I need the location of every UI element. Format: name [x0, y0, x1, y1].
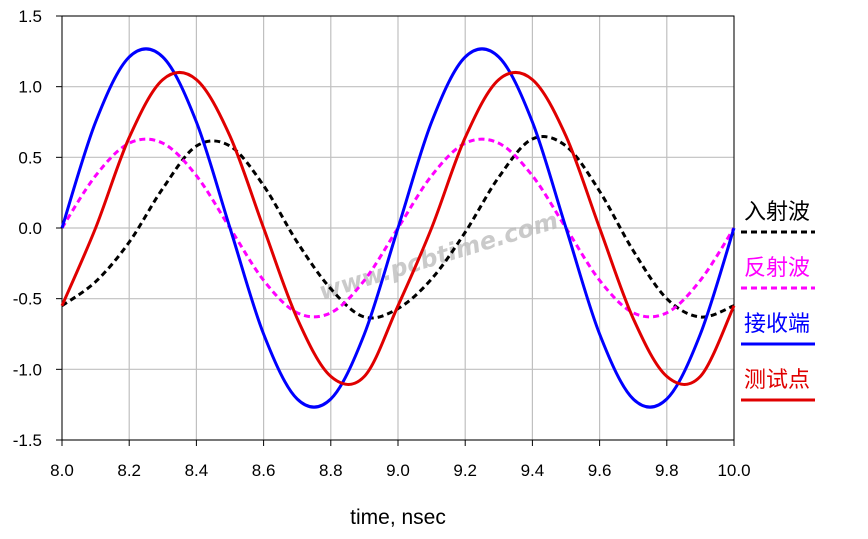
- series-line: [60, 47, 736, 409]
- y-tick-label: 0.0: [18, 219, 42, 238]
- y-tick-label: 1.0: [18, 78, 42, 97]
- y-tick-label: 0.5: [18, 148, 42, 167]
- x-tick-label: 10.0: [717, 461, 750, 480]
- y-tick-label: -1.0: [13, 360, 42, 379]
- x-tick-label: 9.2: [453, 461, 477, 480]
- watermark: www.pcbtime.com: [316, 206, 562, 305]
- x-tick-label: 9.4: [521, 461, 545, 480]
- legend-label: 入射波: [744, 200, 810, 225]
- x-axis-ticks: 8.0 8.2 8.4 8.6 8.8 9.0 9.2 9.4 9.6 9.8 10.0: [50, 440, 751, 480]
- y-tick-label: -1.5: [13, 431, 42, 450]
- legend-label: 反射波: [744, 256, 810, 281]
- x-tick-label: 9.6: [588, 461, 612, 480]
- series-line: [60, 137, 736, 319]
- x-tick-label: 9.0: [386, 461, 410, 480]
- x-axis-label: time, nsec: [350, 506, 446, 529]
- x-tick-label: 8.2: [117, 461, 141, 480]
- y-tick-label: -0.5: [13, 290, 42, 309]
- series-layer: [60, 47, 736, 409]
- x-tick-label: 8.0: [50, 461, 74, 480]
- legend-label: 接收端: [744, 312, 810, 337]
- x-tick-label: 8.4: [185, 461, 209, 480]
- series-line: [60, 70, 736, 386]
- x-tick-label: 9.8: [655, 461, 679, 480]
- legend-label: 测试点: [744, 368, 810, 393]
- x-tick-label: 8.6: [252, 461, 276, 480]
- y-axis-ticks: -1.5 -1.0 -0.5 0.0 0.5 1.0 1.5: [13, 7, 62, 450]
- y-tick-label: 1.5: [18, 7, 42, 26]
- x-tick-label: 8.8: [319, 461, 343, 480]
